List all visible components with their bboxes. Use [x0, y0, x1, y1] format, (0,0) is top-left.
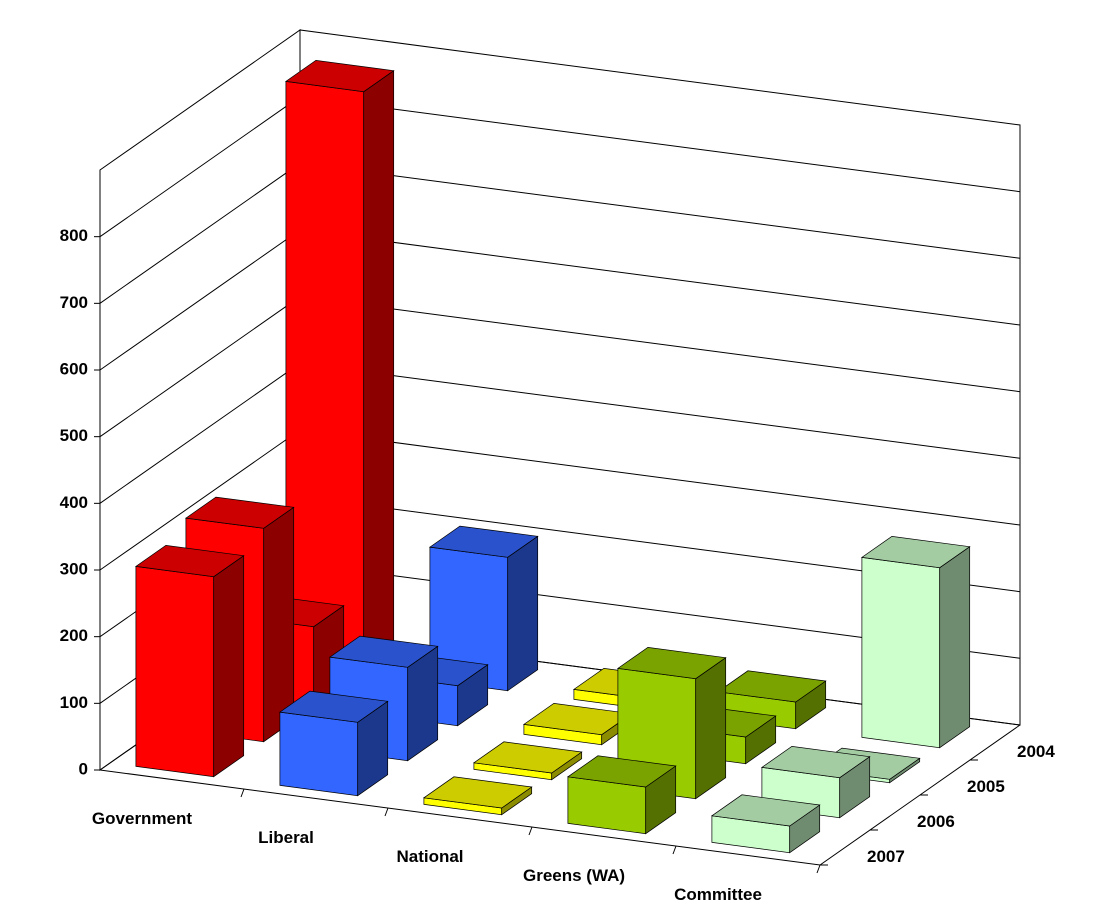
- bar: [328, 635, 439, 762]
- x-tick: [816, 864, 821, 874]
- x-tick-label: National: [396, 847, 463, 866]
- y-tick-label: 600: [60, 359, 88, 378]
- bar-top: [284, 60, 395, 93]
- bar: [422, 776, 533, 816]
- x-tick-label: Government: [92, 809, 192, 828]
- bar-top: [710, 794, 821, 827]
- y-tick-label: 200: [60, 626, 88, 645]
- grid-line: [99, 362, 1021, 504]
- y-tick-label: 700: [60, 293, 88, 312]
- bar: [428, 525, 539, 692]
- bar-top: [566, 755, 677, 788]
- bar-top: [616, 647, 727, 680]
- bar-front: [285, 81, 365, 673]
- y-tick-label: 100: [60, 693, 88, 712]
- bar: [710, 794, 821, 854]
- bar-front: [279, 711, 359, 797]
- bar-front: [861, 557, 941, 749]
- grid-line: [99, 162, 1021, 304]
- bar-top: [760, 746, 871, 779]
- bar-side: [695, 657, 727, 800]
- grid-line: [99, 96, 1021, 238]
- y-tick-label: 800: [60, 226, 88, 245]
- bar: [716, 670, 827, 730]
- x-tick-label: Greens (WA): [523, 866, 625, 885]
- bar: [522, 703, 633, 746]
- bar: [284, 60, 395, 673]
- bar-top: [134, 545, 245, 578]
- x-tick: [528, 826, 533, 836]
- bar: [134, 545, 245, 778]
- y-tick-label: 400: [60, 493, 88, 512]
- y-tick-label: 0: [79, 759, 88, 778]
- depth-label: 2004: [1017, 742, 1055, 761]
- grid-line: [99, 296, 1021, 438]
- depth-label: 2005: [967, 777, 1005, 796]
- x-tick-label: Liberal: [258, 828, 314, 847]
- bar: [566, 755, 677, 835]
- bar-top: [422, 776, 533, 809]
- bar-top: [716, 670, 827, 703]
- bar: [860, 536, 971, 749]
- x-tick: [384, 807, 389, 817]
- bar-top: [184, 496, 295, 529]
- bar: [472, 741, 583, 781]
- bar-side: [213, 555, 245, 778]
- x-tick-label: Committee: [674, 885, 762, 904]
- depth-label: 2006: [917, 812, 955, 831]
- bar-side: [507, 535, 539, 692]
- grid-line: [99, 229, 1021, 371]
- y-tick-label: 500: [60, 426, 88, 445]
- bar-top: [278, 690, 389, 723]
- bar-top: [860, 536, 971, 569]
- x-tick: [240, 788, 245, 798]
- bar-front: [135, 566, 215, 778]
- bar-side: [363, 70, 395, 673]
- bar-top: [472, 741, 583, 774]
- bar-top: [328, 635, 439, 668]
- depth-label: 2007: [867, 847, 905, 866]
- bar: [278, 690, 389, 797]
- bar-side: [939, 546, 971, 749]
- bar-top: [428, 525, 539, 558]
- x-tick: [672, 845, 677, 855]
- y-tick-label: 300: [60, 559, 88, 578]
